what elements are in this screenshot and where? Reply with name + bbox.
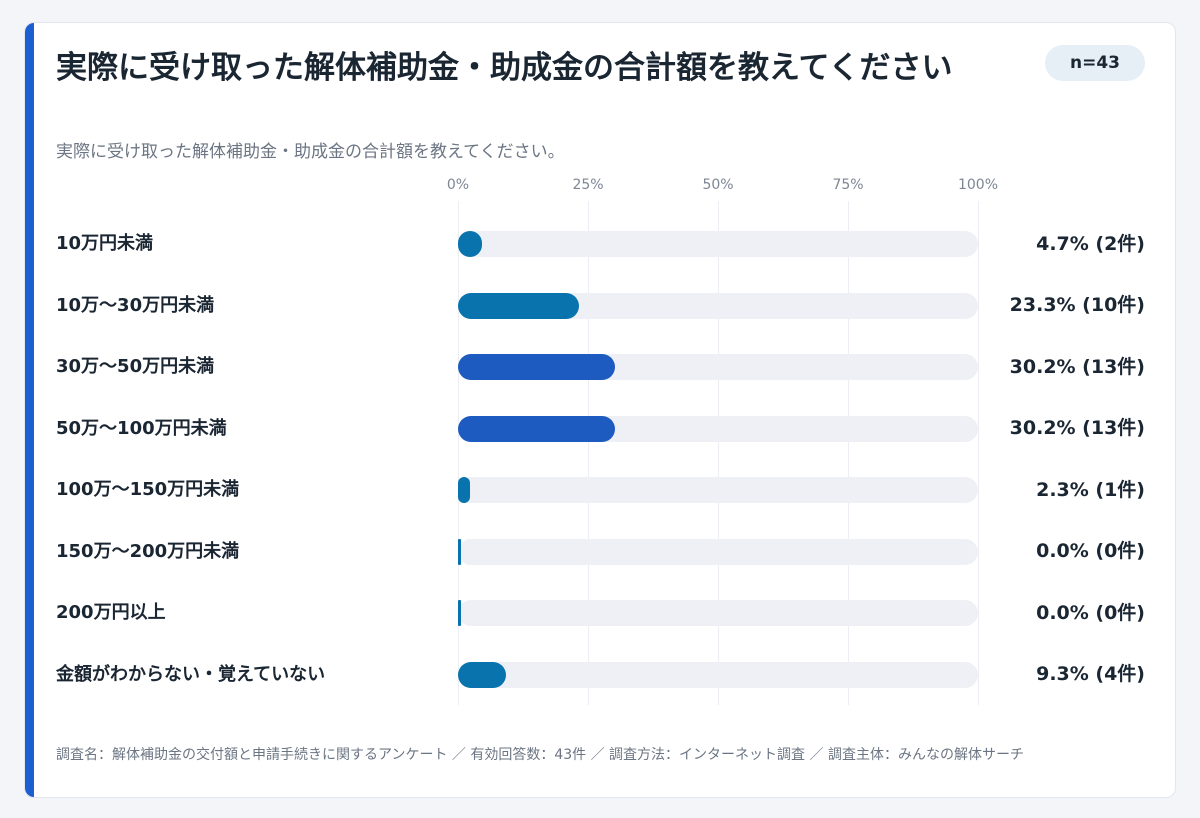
bar-track xyxy=(458,661,978,688)
bar-row: 10万円未満 4.7% (2件) xyxy=(25,212,1175,272)
value-label: 23.3% (10件) xyxy=(1009,294,1145,316)
bar-track xyxy=(458,538,978,565)
x-axis-ticks: 0% 25% 50% 75% 100% xyxy=(25,177,1175,201)
value-label: 30.2% (13件) xyxy=(1009,417,1145,439)
bar-row: 金額がわからない・覚えていない 9.3% (4件) xyxy=(25,643,1175,703)
value-label: 0.0% (0件) xyxy=(1036,601,1145,624)
bar xyxy=(458,292,580,319)
x-tick-label: 0% xyxy=(446,177,470,193)
bar xyxy=(458,354,616,380)
value-label: 0.0% (0件) xyxy=(1036,540,1145,562)
value-label: 2.3% (1件) xyxy=(1036,478,1145,501)
gridline xyxy=(458,201,459,705)
value-label: 9.3% (4件) xyxy=(1036,663,1145,685)
bar xyxy=(458,538,461,565)
bar xyxy=(458,415,616,442)
x-tick-label: 75% xyxy=(832,177,864,193)
category-label: 100万〜150万円未満 xyxy=(56,479,240,500)
category-label: 10万円未満 xyxy=(56,233,154,254)
gridline xyxy=(848,201,849,705)
bar-row: 50万〜100万円未満 30.2% (13件) xyxy=(25,397,1175,457)
x-tick-label: 50% xyxy=(702,177,734,193)
chart-title: 実際に受け取った解体補助金・助成金の合計額を教えてください xyxy=(56,50,953,86)
gridline xyxy=(588,201,589,705)
sample-size-badge: n=43 xyxy=(1045,45,1145,81)
bar xyxy=(458,477,470,503)
bar-row: 10万〜30万円未満 23.3% (10件) xyxy=(25,274,1175,334)
x-tick-label: 25% xyxy=(572,177,604,193)
bar-track xyxy=(458,477,978,503)
survey-footer: 調査名：解体補助金の交付額と申請手続きに関するアンケート ／ 有効回答数：43件… xyxy=(56,747,1024,763)
accent-bar xyxy=(25,23,34,797)
bar xyxy=(458,661,507,688)
bar-track xyxy=(458,415,978,442)
x-tick-label: 100% xyxy=(957,177,999,193)
category-label: 10万〜30万円未満 xyxy=(56,294,215,316)
bar-row: 100万〜150万円未満 2.3% (1件) xyxy=(25,458,1175,518)
bar-row: 30万〜50万円未満 30.2% (13件) xyxy=(25,335,1175,395)
category-label: 50万〜100万円未満 xyxy=(56,417,227,439)
bar xyxy=(458,231,483,257)
value-label: 30.2% (13件) xyxy=(1009,355,1145,378)
category-label: 金額がわからない・覚えていない xyxy=(56,663,326,685)
chart-subtitle: 実際に受け取った解体補助金・助成金の合計額を教えてください。 xyxy=(56,142,565,162)
value-label: 4.7% (2件) xyxy=(1036,232,1145,255)
gridline xyxy=(718,201,719,705)
bar-row: 200万円以上 0.0% (0件) xyxy=(25,581,1175,641)
bar xyxy=(458,600,461,626)
chart-card: 実際に受け取った解体補助金・助成金の合計額を教えてください n=43 実際に受け… xyxy=(24,22,1176,798)
bar-track xyxy=(458,354,978,380)
gridline xyxy=(978,201,979,705)
category-label: 30万〜50万円未満 xyxy=(56,356,215,377)
bar-track xyxy=(458,292,978,319)
bar-track xyxy=(458,231,978,257)
category-label: 200万円以上 xyxy=(56,602,166,623)
category-label: 150万〜200万円未満 xyxy=(56,540,240,562)
bar-row: 150万〜200万円未満 0.0% (0件) xyxy=(25,520,1175,580)
bar-track xyxy=(458,600,978,626)
